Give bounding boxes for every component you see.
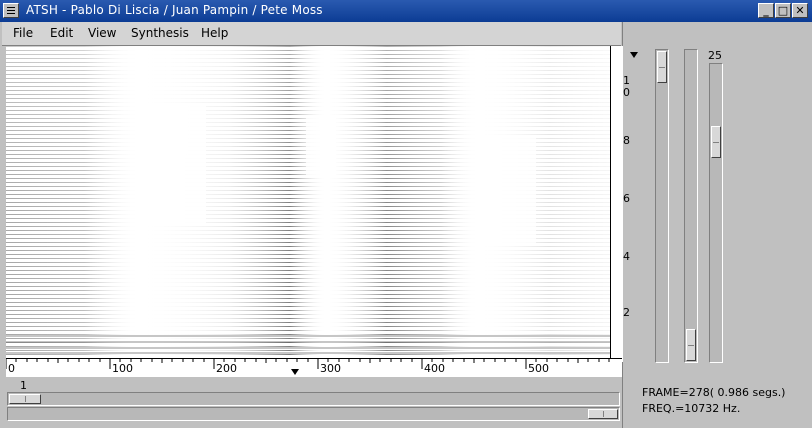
x-tick-label: 500 bbox=[528, 362, 549, 375]
menu-synthesis[interactable]: Synthesis bbox=[131, 26, 189, 40]
spectrogram-plot[interactable] bbox=[6, 46, 610, 358]
slider-value-label: 25 bbox=[708, 49, 722, 62]
horizontal-scroll-thumb[interactable] bbox=[9, 394, 41, 404]
window-menu-icon[interactable] bbox=[3, 3, 19, 18]
frame-readout: FRAME=278( 0.986 segs.) bbox=[642, 386, 786, 399]
vertical-slider-2-track[interactable] bbox=[684, 49, 698, 363]
menu-edit[interactable]: Edit bbox=[50, 26, 74, 40]
scroll-position-label: 1 bbox=[20, 379, 27, 392]
y-tick-label: 8 bbox=[623, 134, 630, 147]
frame-axis-ticks bbox=[6, 359, 610, 369]
menu-file[interactable]: File bbox=[13, 26, 34, 40]
y-tick-label: 0 bbox=[623, 86, 630, 99]
x-tick-label: 0 bbox=[8, 362, 15, 375]
title-bar: ATSH - Pablo Di Liscia / Juan Pampin / P… bbox=[0, 0, 812, 22]
y-tick-label: 6 bbox=[623, 192, 630, 205]
x-tick-label: 200 bbox=[216, 362, 237, 375]
minimize-button[interactable]: _ bbox=[758, 3, 774, 18]
spectrogram-image bbox=[6, 46, 610, 358]
vertical-slider-2-thumb[interactable] bbox=[686, 329, 696, 361]
vertical-slider-3-track[interactable] bbox=[709, 63, 723, 363]
menu-view[interactable]: View bbox=[88, 26, 117, 40]
frame-axis: 0 100 200 300 400 500 bbox=[6, 358, 622, 377]
zoom-scroll-track[interactable] bbox=[7, 407, 620, 421]
vertical-slider-1-track[interactable] bbox=[655, 49, 669, 363]
frequency-readout: FREQ.=10732 Hz. bbox=[642, 402, 741, 415]
horizontal-scroll-track[interactable] bbox=[7, 392, 620, 406]
window-title: ATSH - Pablo Di Liscia / Juan Pampin / P… bbox=[26, 3, 323, 17]
y-tick-label: 4 bbox=[623, 250, 630, 263]
maximize-button[interactable]: □ bbox=[775, 3, 791, 18]
zoom-scroll-thumb[interactable] bbox=[588, 409, 618, 419]
y-tick-top: 1 bbox=[623, 74, 630, 87]
menu-bar: File Edit View Synthesis Help bbox=[2, 22, 621, 46]
x-tick-label: 300 bbox=[320, 362, 341, 375]
frequency-axis: 1 0 8 6 4 2 bbox=[610, 46, 630, 362]
frequency-marker-icon[interactable] bbox=[630, 52, 638, 58]
x-tick-label: 400 bbox=[424, 362, 445, 375]
vertical-slider-3-thumb[interactable] bbox=[711, 126, 721, 158]
y-tick-label: 2 bbox=[623, 306, 630, 319]
close-button[interactable]: ✕ bbox=[792, 3, 808, 18]
x-tick-label: 100 bbox=[112, 362, 133, 375]
frame-marker-icon[interactable] bbox=[291, 369, 299, 375]
vertical-slider-1-thumb[interactable] bbox=[657, 51, 667, 83]
menu-help[interactable]: Help bbox=[201, 26, 229, 40]
